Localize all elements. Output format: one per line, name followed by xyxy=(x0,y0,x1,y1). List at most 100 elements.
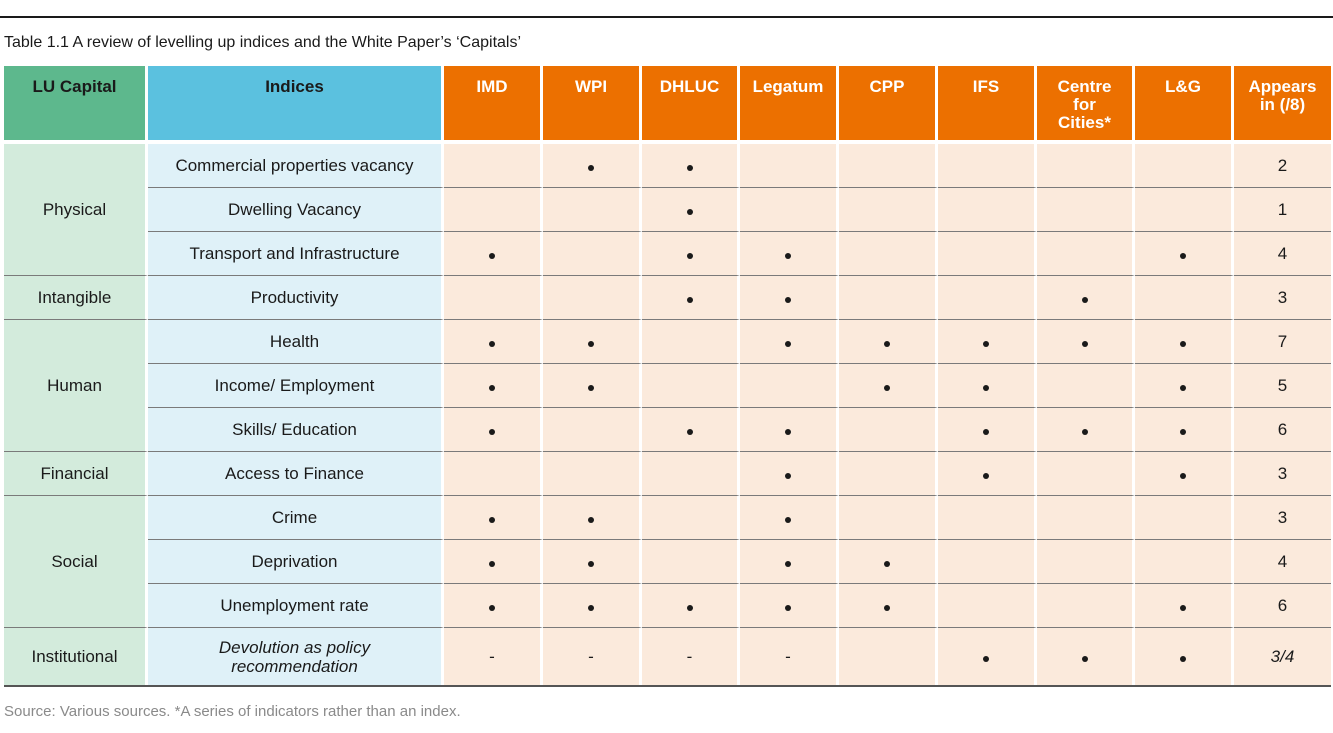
mark-cell xyxy=(642,540,740,584)
bullet-mark xyxy=(983,340,989,347)
mark-cell xyxy=(543,364,642,408)
bullet-mark xyxy=(884,604,890,611)
mark-cell xyxy=(543,540,642,584)
index-cell: Deprivation xyxy=(148,540,444,584)
mark-cell xyxy=(444,584,543,628)
mark-cell xyxy=(642,144,740,188)
mark-cell xyxy=(839,540,938,584)
mark-cell xyxy=(938,496,1037,540)
index-cell: Skills/ Education xyxy=(148,408,444,452)
mark-cell xyxy=(642,276,740,320)
capital-cell: Physical xyxy=(4,144,148,276)
mark-cell xyxy=(1135,188,1234,232)
mark-cell xyxy=(642,232,740,276)
bullet-mark xyxy=(785,428,791,435)
bullet-mark xyxy=(489,252,495,259)
bullet-mark xyxy=(1180,472,1186,479)
index-cell: Commercial properties vacancy xyxy=(148,144,444,188)
mark-cell xyxy=(938,232,1037,276)
mark-cell xyxy=(839,144,938,188)
table-row: Skills/ Education 6 xyxy=(4,408,1331,452)
index-cell: Crime xyxy=(148,496,444,540)
mark-cell xyxy=(642,188,740,232)
bullet-mark xyxy=(1081,296,1088,303)
bullet-mark xyxy=(686,252,693,259)
bullet-mark xyxy=(588,164,594,171)
mark-cell xyxy=(839,584,938,628)
mark-cell xyxy=(543,496,642,540)
bullet-mark xyxy=(884,384,890,391)
bullet-mark xyxy=(785,604,791,611)
mark-cell xyxy=(1135,628,1234,685)
table-row: Dwelling Vacancy 1 xyxy=(4,188,1331,232)
mark-cell xyxy=(444,188,543,232)
bullet-mark xyxy=(686,208,693,215)
mark-cell xyxy=(1037,496,1135,540)
bullet-mark xyxy=(1180,428,1186,435)
bullet-mark xyxy=(785,296,791,303)
mark-cell xyxy=(938,408,1037,452)
mark-text: - xyxy=(489,646,495,666)
table-row: Physical Commercial properties vacancy 2 xyxy=(4,144,1331,276)
mark-text: - xyxy=(588,646,594,666)
mark-cell xyxy=(1037,188,1135,232)
bullet-mark xyxy=(983,428,989,435)
appears-count-cell: 6 xyxy=(1234,408,1331,452)
appears-count-cell: 7 xyxy=(1234,320,1331,364)
capital-cell: Intangible xyxy=(4,276,148,320)
mark-cell xyxy=(938,364,1037,408)
appears-count-cell: 6 xyxy=(1234,584,1331,628)
mark-cell xyxy=(1135,452,1234,496)
bullet-mark xyxy=(489,340,495,347)
bullet-mark xyxy=(1180,340,1186,347)
mark-cell xyxy=(444,276,543,320)
bullet-mark xyxy=(983,655,989,662)
mark-cell xyxy=(1037,408,1135,452)
index-cell: Productivity xyxy=(148,276,444,320)
mark-cell xyxy=(740,496,839,540)
mark-cell xyxy=(642,584,740,628)
mark-cell xyxy=(1037,452,1135,496)
bullet-mark xyxy=(785,560,791,567)
bullet-mark xyxy=(588,604,594,611)
table-row: Transport and Infrastructure 4 xyxy=(4,232,1331,276)
mark-cell xyxy=(543,188,642,232)
header-source: IMD xyxy=(444,66,543,140)
appears-count-cell: 3 xyxy=(1234,276,1331,320)
bullet-mark xyxy=(489,516,495,523)
mark-cell xyxy=(1135,364,1234,408)
mark-cell xyxy=(444,452,543,496)
index-cell: Unemployment rate xyxy=(148,584,444,628)
bullet-mark xyxy=(884,560,890,567)
capital-cell: Social xyxy=(4,496,148,628)
bullet-mark xyxy=(884,340,890,347)
mark-cell xyxy=(444,364,543,408)
mark-cell xyxy=(740,144,839,188)
appears-count-cell: 3 xyxy=(1234,496,1331,540)
bullet-mark xyxy=(588,340,594,347)
mark-cell xyxy=(839,496,938,540)
index-cell: Income/ Employment xyxy=(148,364,444,408)
mark-cell xyxy=(444,144,543,188)
mark-cell xyxy=(642,364,740,408)
table-row: Human Health 7 xyxy=(4,320,1331,452)
mark-cell xyxy=(740,276,839,320)
header-source: Legatum xyxy=(740,66,839,140)
mark-cell xyxy=(740,584,839,628)
top-rule xyxy=(0,16,1333,18)
mark-cell xyxy=(444,540,543,584)
mark-cell xyxy=(543,320,642,364)
mark-cell xyxy=(839,320,938,364)
header-appears: Appears in (/8) xyxy=(1234,66,1331,140)
mark-cell xyxy=(543,584,642,628)
table-title: Table 1.1 A review of levelling up indic… xyxy=(4,34,522,51)
mark-cell: - xyxy=(642,628,740,685)
header-source: DHLUC xyxy=(642,66,740,140)
bullet-mark xyxy=(588,560,594,567)
mark-cell: - xyxy=(740,628,839,685)
bullet-mark xyxy=(785,516,791,523)
appears-count-cell: 2 xyxy=(1234,144,1331,188)
mark-cell xyxy=(642,320,740,364)
table-row: Institutional Devolution as policy recomm… xyxy=(4,628,1331,685)
header-source: L&G xyxy=(1135,66,1234,140)
